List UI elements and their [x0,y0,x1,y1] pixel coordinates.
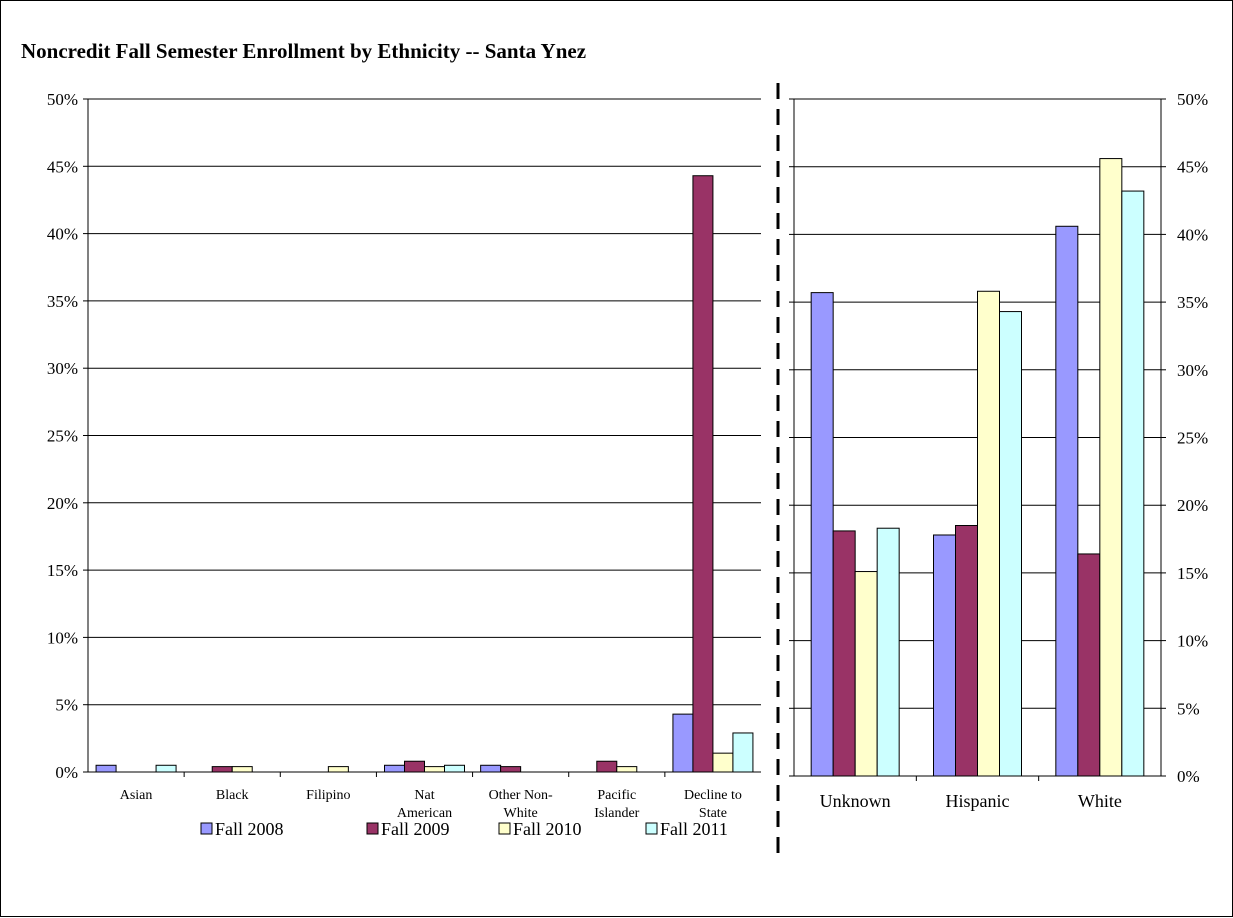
left-bar [732,732,754,773]
right-bar [1055,225,1079,777]
right-bar [933,534,956,777]
left-y-tick-label: 50% [47,90,78,109]
right-bar [1121,190,1145,777]
left-category-label: Nat [414,788,434,803]
left-category-label: White [504,806,538,821]
left-category-label: State [699,806,727,821]
left-bar [500,766,522,773]
legend-swatch [645,822,658,835]
left-bar [155,764,177,773]
right-y-tick-label: 50% [1177,90,1208,109]
left-category-label: Islander [594,806,639,821]
legend-label: Fall 2009 [381,819,450,839]
right-y-tick-label: 45% [1177,158,1208,177]
legend-swatch [498,822,511,835]
right-y-tick-label: 35% [1177,293,1208,312]
left-bar [327,766,349,773]
chart-title: Noncredit Fall Semester Enrollment by Et… [21,39,587,63]
left-category-label: Decline to [684,788,742,803]
right-bar [810,292,834,777]
right-y-tick-label: 15% [1177,564,1208,583]
left-category-label: American [397,806,452,821]
left-bar [692,175,714,773]
left-bar [231,766,253,773]
left-y-tick-label: 30% [47,359,78,378]
left-y-tick-label: 0% [55,763,78,782]
left-bar [211,766,233,773]
legend-label: Fall 2011 [660,819,728,839]
left-category-label: Filipino [306,788,350,803]
right-y-tick-label: 30% [1177,361,1208,380]
left-y-tick-label: 20% [47,494,78,513]
left-bar [616,766,638,773]
left-y-tick-label: 10% [47,628,78,647]
right-bar [999,311,1022,777]
left-bar [672,713,694,773]
left-category-label: Black [216,788,249,803]
left-category-label: Asian [120,788,153,803]
left-bar [712,752,734,773]
right-y-tick-label: 0% [1177,767,1200,786]
left-category-label: Pacific [597,788,636,803]
left-y-tick-label: 40% [47,225,78,244]
left-bar [404,760,425,773]
legend-label: Fall 2008 [215,819,284,839]
right-bar [1077,553,1101,777]
legend-swatch [366,822,379,835]
left-bar [444,764,465,773]
right-category-label: White [1078,791,1122,811]
left-bar [424,766,445,773]
left-y-tick-label: 15% [47,561,78,580]
right-y-tick-label: 10% [1177,632,1208,651]
right-y-tick-label: 25% [1177,429,1208,448]
right-bar [1099,158,1123,777]
left-y-tick-label: 45% [47,157,78,176]
right-bar [854,571,878,777]
left-bar [596,760,618,773]
right-y-tick-label: 20% [1177,496,1208,515]
left-y-tick-label: 5% [55,696,78,715]
right-bar [955,525,978,777]
left-y-tick-label: 35% [47,292,78,311]
right-category-label: Hispanic [946,791,1010,811]
legend-label: Fall 2010 [513,819,582,839]
right-category-label: Unknown [820,791,891,811]
left-y-tick-label: 25% [47,427,78,446]
right-bar [832,530,856,777]
left-bar [480,764,502,773]
left-category-label: Other Non- [489,788,553,803]
right-bar [876,527,900,777]
right-y-tick-label: 5% [1177,699,1200,718]
right-y-tick-label: 40% [1177,225,1208,244]
left-bar [95,764,117,773]
legend-swatch [200,822,213,835]
left-bar [384,764,405,773]
right-bar [977,290,1000,777]
